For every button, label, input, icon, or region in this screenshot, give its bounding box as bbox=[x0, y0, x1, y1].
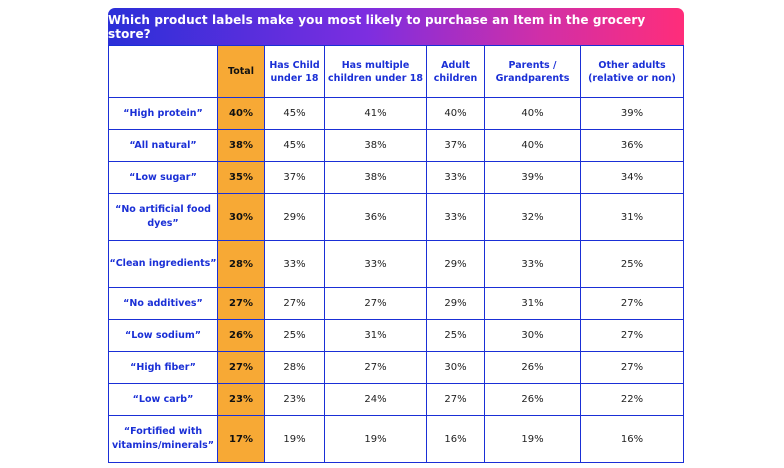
value-cell: 37% bbox=[426, 129, 485, 162]
table-row: “Low carb” 23% 23% 24% 27% 26% 22% bbox=[108, 383, 684, 416]
value-cell: 27% bbox=[580, 351, 684, 384]
value-cell: 39% bbox=[580, 97, 684, 130]
value-cell: 27% bbox=[324, 351, 427, 384]
value-cell: 31% bbox=[484, 287, 581, 320]
value-cell: 27% bbox=[580, 319, 684, 352]
value-cell: 16% bbox=[426, 415, 485, 463]
row-label: “All natural” bbox=[108, 129, 218, 162]
column-header: Has Child under 18 bbox=[264, 45, 325, 98]
value-cell: 22% bbox=[580, 383, 684, 416]
data-table: Total Has Child under 18 Has multiple chil… bbox=[108, 45, 684, 463]
value-cell: 36% bbox=[580, 129, 684, 162]
value-cell: 41% bbox=[324, 97, 427, 130]
table-row: “Fortified with vitamins/minerals” 17% 19%… bbox=[108, 415, 684, 463]
column-header: Parents / Grandparents bbox=[484, 45, 581, 98]
row-label: “Fortified with vitamins/minerals” bbox=[108, 415, 218, 463]
row-label: “High fiber” bbox=[108, 351, 218, 384]
table-row: “No artificial food dyes” 30% 29% 36% 33% 32%… bbox=[108, 193, 684, 241]
header-corner bbox=[108, 45, 218, 98]
table-row: “All natural” 38% 45% 38% 37% 40% 36% bbox=[108, 129, 684, 162]
value-cell: 25% bbox=[264, 319, 325, 352]
value-cell: 29% bbox=[426, 287, 485, 320]
row-label: “Low sodium” bbox=[108, 319, 218, 352]
column-header: Has multiple children under 18 bbox=[324, 45, 427, 98]
table-row: “Clean ingredients” 28% 33% 33% 29% 33% 25% bbox=[108, 240, 684, 288]
total-cell: 23% bbox=[217, 383, 265, 416]
value-cell: 34% bbox=[580, 161, 684, 194]
table-row: “High fiber” 27% 28% 27% 30% 26% 27% bbox=[108, 351, 684, 384]
value-cell: 38% bbox=[324, 161, 427, 194]
value-cell: 19% bbox=[324, 415, 427, 463]
value-cell: 33% bbox=[324, 240, 427, 288]
value-cell: 39% bbox=[484, 161, 581, 194]
value-cell: 23% bbox=[264, 383, 325, 416]
column-header: Other adults (relative or non) bbox=[580, 45, 684, 98]
value-cell: 40% bbox=[484, 129, 581, 162]
value-cell: 29% bbox=[426, 240, 485, 288]
row-label: “No artificial food dyes” bbox=[108, 193, 218, 241]
value-cell: 30% bbox=[484, 319, 581, 352]
row-label: “Low carb” bbox=[108, 383, 218, 416]
value-cell: 33% bbox=[426, 161, 485, 194]
value-cell: 24% bbox=[324, 383, 427, 416]
table-row: “Low sodium” 26% 25% 31% 25% 30% 27% bbox=[108, 319, 684, 352]
survey-card: Which product labels make you most likel… bbox=[108, 8, 684, 463]
total-cell: 26% bbox=[217, 319, 265, 352]
value-cell: 25% bbox=[426, 319, 485, 352]
value-cell: 27% bbox=[580, 287, 684, 320]
value-cell: 38% bbox=[324, 129, 427, 162]
value-cell: 33% bbox=[484, 240, 581, 288]
header-total: Total bbox=[217, 45, 265, 98]
value-cell: 32% bbox=[484, 193, 581, 241]
table-row: “High protein” 40% 45% 41% 40% 40% 39% bbox=[108, 97, 684, 130]
total-cell: 40% bbox=[217, 97, 265, 130]
value-cell: 28% bbox=[264, 351, 325, 384]
table-row: “No additives” 27% 27% 27% 29% 31% 27% bbox=[108, 287, 684, 320]
row-label: “No additives” bbox=[108, 287, 218, 320]
value-cell: 27% bbox=[324, 287, 427, 320]
value-cell: 26% bbox=[484, 351, 581, 384]
results-table: Total Has Child under 18 Has multiple chil… bbox=[108, 45, 684, 463]
table-title: Which product labels make you most likel… bbox=[108, 8, 684, 45]
column-header: Adult children bbox=[426, 45, 485, 98]
total-cell: 35% bbox=[217, 161, 265, 194]
total-cell: 17% bbox=[217, 415, 265, 463]
header-row: Total Has Child under 18 Has multiple chil… bbox=[108, 45, 684, 98]
value-cell: 25% bbox=[580, 240, 684, 288]
value-cell: 27% bbox=[264, 287, 325, 320]
total-cell: 38% bbox=[217, 129, 265, 162]
value-cell: 33% bbox=[426, 193, 485, 241]
value-cell: 31% bbox=[324, 319, 427, 352]
total-cell: 27% bbox=[217, 351, 265, 384]
value-cell: 26% bbox=[484, 383, 581, 416]
total-cell: 28% bbox=[217, 240, 265, 288]
value-cell: 45% bbox=[264, 129, 325, 162]
value-cell: 45% bbox=[264, 97, 325, 130]
value-cell: 33% bbox=[264, 240, 325, 288]
row-label: “Low sugar” bbox=[108, 161, 218, 194]
total-cell: 27% bbox=[217, 287, 265, 320]
value-cell: 31% bbox=[580, 193, 684, 241]
value-cell: 30% bbox=[426, 351, 485, 384]
value-cell: 40% bbox=[426, 97, 485, 130]
row-label: “Clean ingredients” bbox=[108, 240, 218, 288]
value-cell: 19% bbox=[264, 415, 325, 463]
value-cell: 29% bbox=[264, 193, 325, 241]
value-cell: 37% bbox=[264, 161, 325, 194]
value-cell: 40% bbox=[484, 97, 581, 130]
table-row: “Low sugar” 35% 37% 38% 33% 39% 34% bbox=[108, 161, 684, 194]
value-cell: 27% bbox=[426, 383, 485, 416]
value-cell: 19% bbox=[484, 415, 581, 463]
value-cell: 36% bbox=[324, 193, 427, 241]
row-label: “High protein” bbox=[108, 97, 218, 130]
total-cell: 30% bbox=[217, 193, 265, 241]
value-cell: 16% bbox=[580, 415, 684, 463]
